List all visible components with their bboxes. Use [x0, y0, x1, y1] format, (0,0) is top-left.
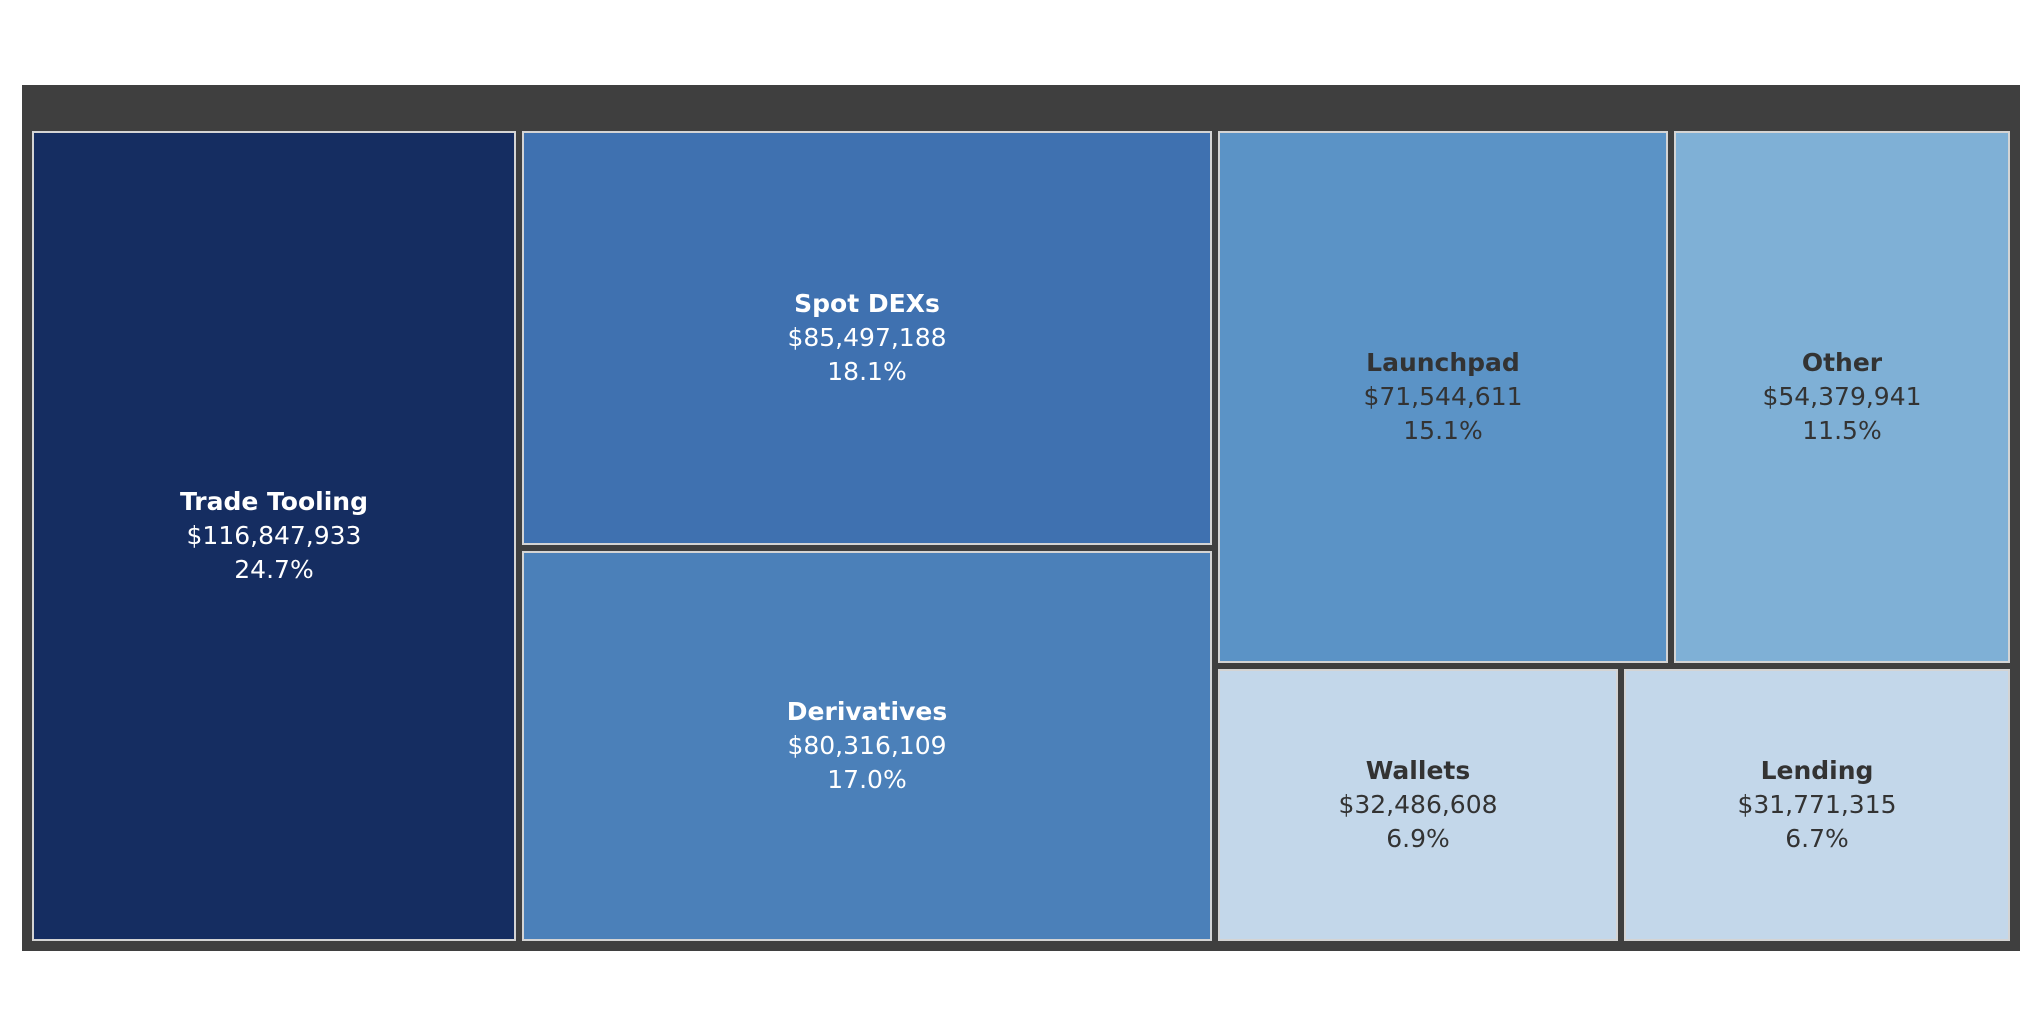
tile-name-label: Trade Tooling [180, 487, 368, 517]
tile-percent-label: 11.5% [1802, 415, 1882, 445]
treemap-tile-launchpad: Launchpad $71,544,611 15.1% [1218, 131, 1668, 663]
tile-label-group: Lending $31,771,315 6.7% [1737, 754, 1896, 855]
tile-percent-label: 18.1% [827, 356, 907, 386]
tile-percent-label: 6.9% [1386, 823, 1450, 853]
tile-name-label: Other [1801, 348, 1883, 378]
tile-value-label: $31,771,315 [1737, 790, 1897, 820]
tile-percent-label: 15.1% [1403, 415, 1483, 445]
tile-name-label: Derivatives [786, 697, 948, 727]
tile-value-label: $71,544,611 [1363, 382, 1523, 412]
tile-label-group: Other $54,379,941 11.5% [1762, 346, 1921, 447]
treemap-tile-spot-dexs: Spot DEXs $85,497,188 18.1% [522, 131, 1212, 545]
tile-value-label: $54,379,941 [1762, 382, 1922, 412]
tile-label-group: Spot DEXs $85,497,188 18.1% [787, 287, 946, 388]
tile-value-label: $85,497,188 [787, 323, 947, 353]
tile-value-label: $116,847,933 [186, 521, 362, 551]
tile-name-label: Lending [1760, 756, 1874, 786]
treemap-tile-derivatives: Derivatives $80,316,109 17.0% [522, 551, 1212, 941]
tile-percent-label: 17.0% [827, 764, 907, 794]
treemap-chart: Trade Tooling $116,847,933 24.7% Spot DEXs $… [22, 85, 2020, 951]
tile-percent-label: 6.7% [1785, 823, 1849, 853]
tile-name-label: Spot DEXs [794, 289, 940, 319]
tile-label-group: Wallets $32,486,608 6.9% [1338, 754, 1497, 855]
tile-percent-label: 24.7% [234, 554, 314, 584]
tile-value-label: $32,486,608 [1338, 790, 1498, 820]
treemap-tile-other: Other $54,379,941 11.5% [1674, 131, 2010, 663]
tile-label-group: Trade Tooling $116,847,933 24.7% [180, 485, 368, 586]
treemap-tile-trade-tooling: Trade Tooling $116,847,933 24.7% [32, 131, 516, 941]
tile-name-label: Wallets [1365, 756, 1471, 786]
treemap-tile-wallets: Wallets $32,486,608 6.9% [1218, 669, 1618, 941]
tile-label-group: Derivatives $80,316,109 17.0% [787, 695, 947, 796]
treemap-tile-lending: Lending $31,771,315 6.7% [1624, 669, 2010, 941]
tile-value-label: $80,316,109 [787, 731, 947, 761]
tile-name-label: Launchpad [1366, 348, 1520, 378]
tile-label-group: Launchpad $71,544,611 15.1% [1363, 346, 1522, 447]
